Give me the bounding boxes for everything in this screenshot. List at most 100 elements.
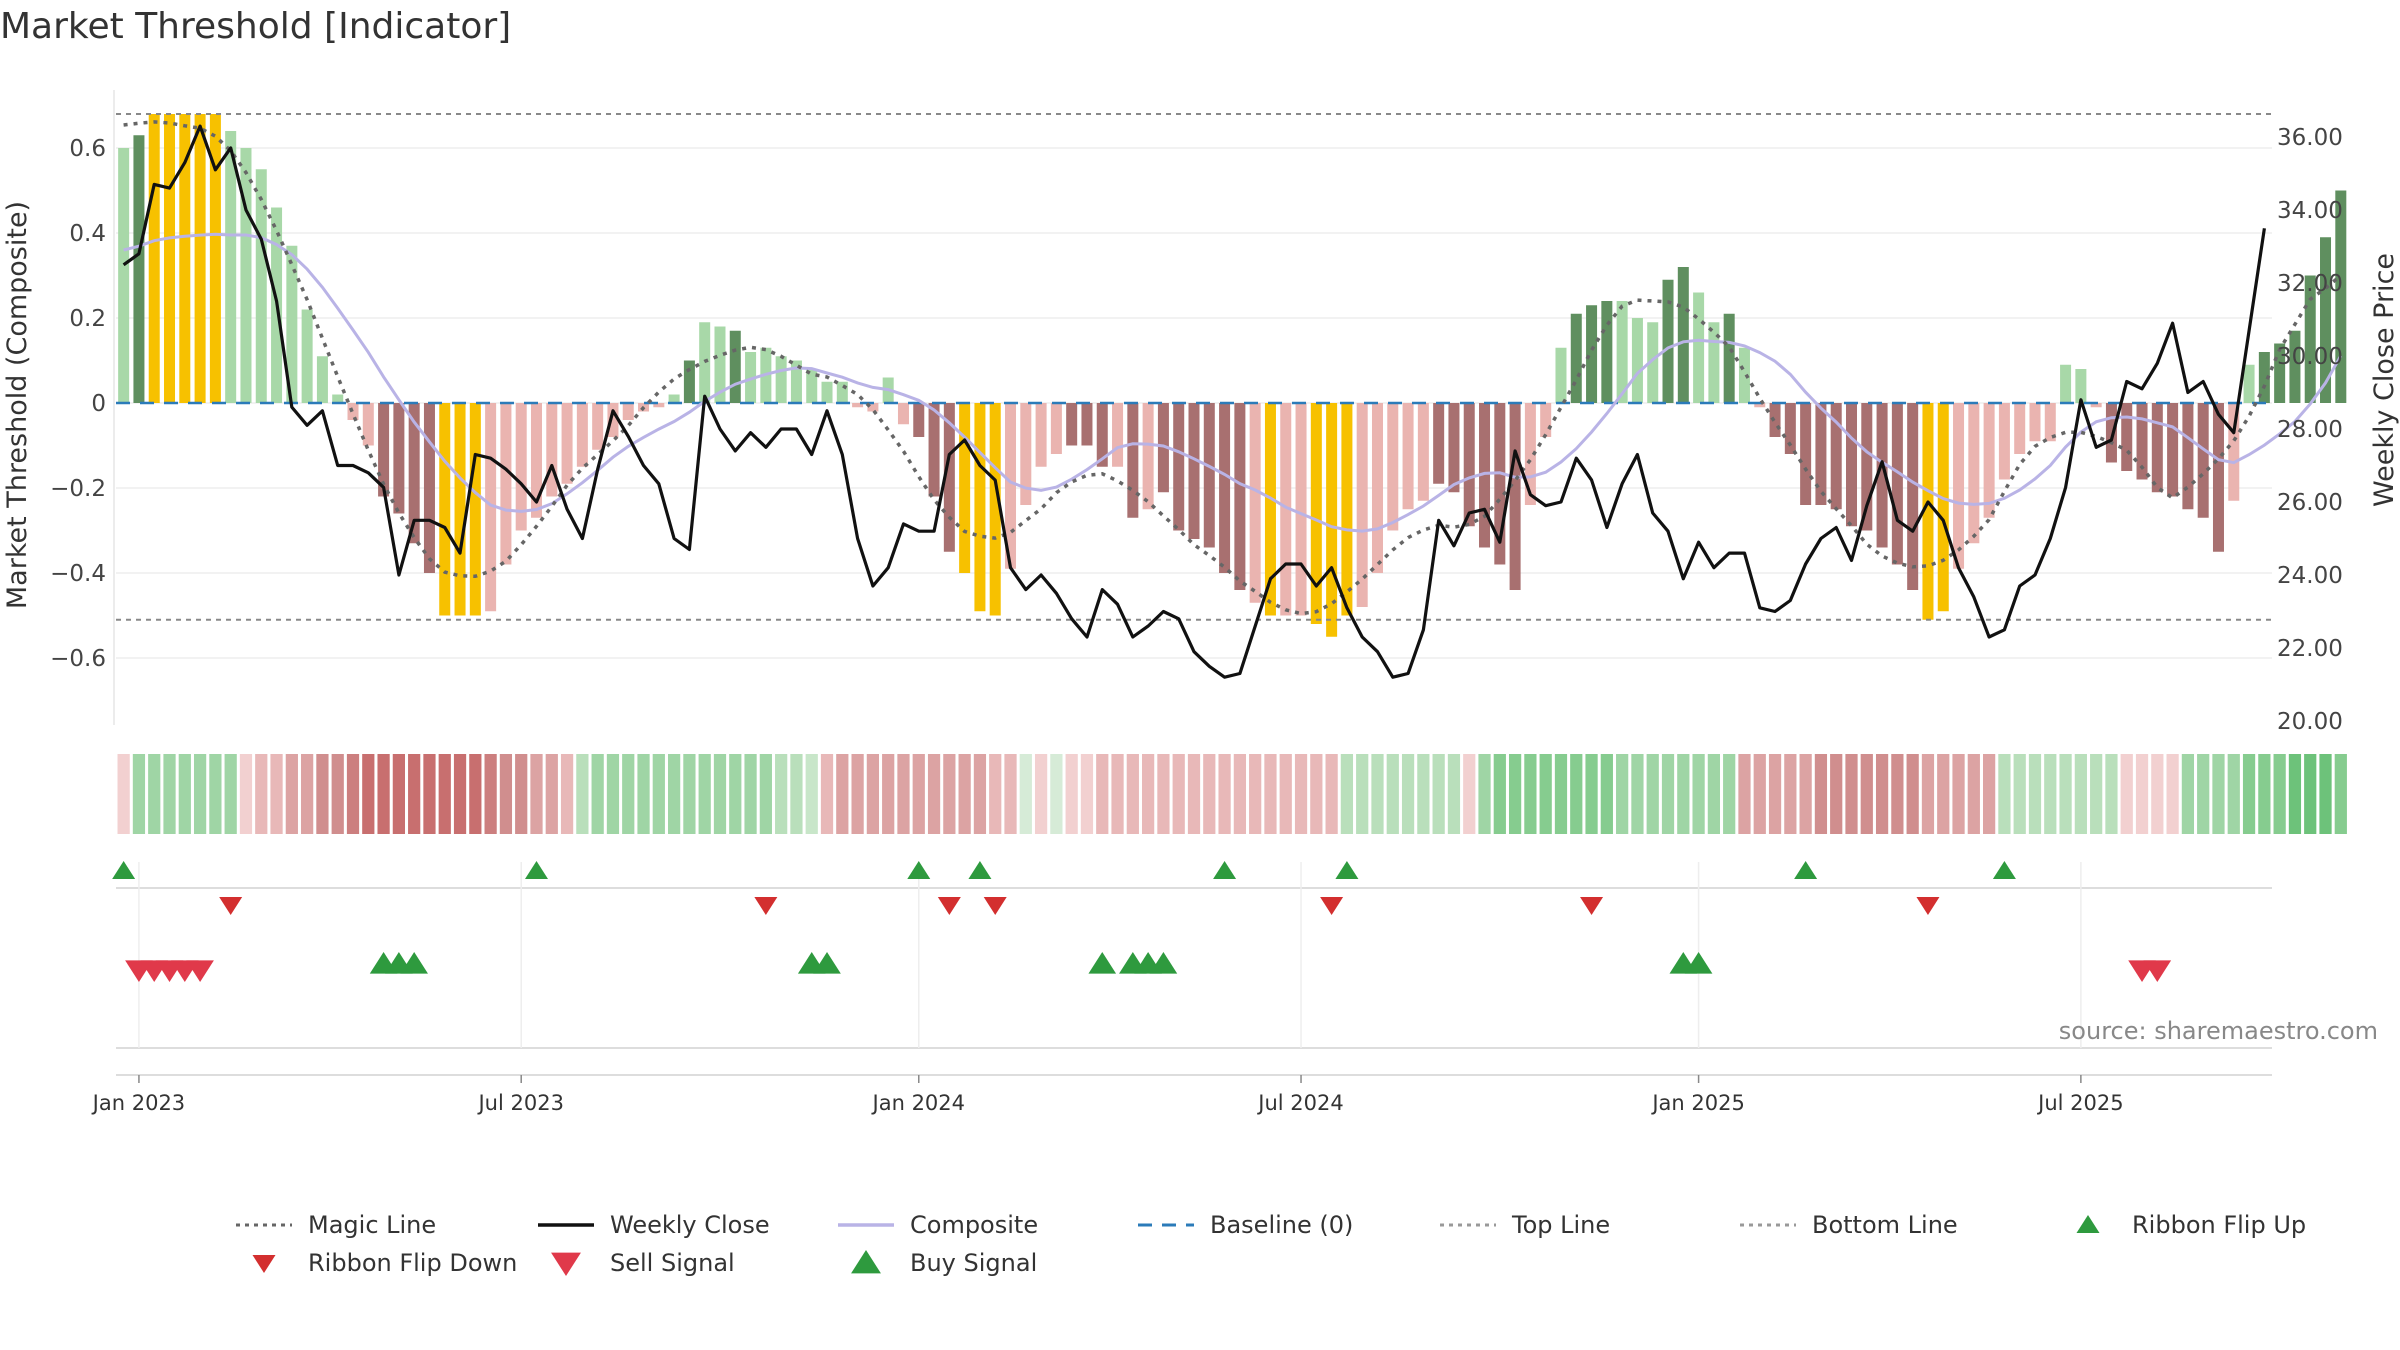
- ribbon-cell: [301, 754, 314, 834]
- legend-swatch: [851, 1250, 881, 1274]
- composite-bar: [2014, 403, 2026, 454]
- ribbon-cell: [1539, 754, 1552, 834]
- ribbon-flip-up-marker: [112, 861, 136, 879]
- ribbon-cell: [1142, 754, 1155, 834]
- legend-item: Baseline (0): [1138, 1211, 1353, 1239]
- ribbon-flip-up-marker: [1335, 861, 1359, 879]
- ribbon-cell: [1249, 754, 1262, 834]
- right-axis-label: Weekly Close Price: [2369, 253, 2400, 507]
- legend-item: Sell Signal: [551, 1249, 735, 1277]
- composite-bar: [1371, 403, 1383, 573]
- ribbon-cell: [1417, 754, 1430, 834]
- ribbon-cell: [1218, 754, 1231, 834]
- ribbon-cell: [392, 754, 405, 834]
- ribbon-cell: [1447, 754, 1461, 834]
- right-tick-label: 20.00: [2277, 709, 2343, 735]
- composite-bar: [2151, 403, 2163, 493]
- composite-bar: [1157, 403, 1169, 493]
- ribbon-cell: [1784, 754, 1797, 834]
- ribbon-strip: [117, 754, 2347, 834]
- legend-label: Bottom Line: [1812, 1211, 1958, 1239]
- composite-bar: [301, 309, 313, 403]
- ribbon-cell: [1019, 754, 1032, 834]
- ribbon-cell: [560, 754, 574, 834]
- legend-label: Top Line: [1511, 1211, 1610, 1239]
- composite-bar: [668, 394, 680, 403]
- composite-bar: [1249, 403, 1261, 603]
- ribbon-cell: [377, 754, 390, 834]
- ribbon-flip-down-marker: [1580, 897, 1604, 915]
- ribbon-cell: [1707, 754, 1721, 834]
- composite-bar: [2075, 369, 2087, 403]
- ribbon-cell: [545, 754, 558, 834]
- signal-panels: [112, 861, 2272, 1076]
- buy-signal-marker: [1149, 952, 1178, 974]
- composite-bar: [1891, 403, 1903, 565]
- ribbon-cell: [1065, 754, 1078, 834]
- legend-item: Magic Line: [236, 1211, 436, 1239]
- ribbon-cell: [912, 754, 925, 834]
- sell-signal-marker: [2143, 960, 2172, 982]
- ribbon-cell: [1080, 754, 1094, 834]
- ribbon-cell: [713, 754, 727, 834]
- composite-bar: [1983, 403, 1995, 518]
- ribbon-flip-up-marker: [907, 861, 931, 879]
- left-tick-label: 0.4: [69, 221, 106, 247]
- composite-bar: [943, 403, 955, 552]
- ribbon-cell: [408, 754, 421, 834]
- composite-bar: [393, 403, 405, 514]
- ribbon-cell: [2304, 754, 2317, 834]
- ribbon-cell: [515, 754, 528, 834]
- legend: Magic Line Weekly Close Composite Baseline …: [236, 1211, 2306, 1277]
- ribbon-cell: [1585, 754, 1598, 834]
- ribbon-cell: [1294, 754, 1308, 834]
- composite-bar: [1968, 403, 1980, 544]
- left-tick-label: 0.2: [69, 306, 106, 332]
- ribbon-cell: [2334, 754, 2347, 834]
- ribbon-cell: [943, 754, 956, 834]
- composite-bar: [469, 403, 481, 616]
- composite-bar: [607, 403, 619, 437]
- left-tick-label: 0: [91, 391, 106, 417]
- composite-bar: [2105, 403, 2117, 463]
- composite-bar: [1708, 322, 1720, 403]
- composite-bar: [745, 352, 757, 403]
- sell-signal-marker: [186, 960, 214, 982]
- left-tick-label: −0.4: [50, 561, 106, 587]
- ribbon-flip-down-marker: [937, 897, 961, 915]
- composite-bar: [1356, 403, 1368, 607]
- composite-bar: [1998, 403, 2010, 480]
- composite-bar: [1020, 403, 1032, 505]
- composite-bar: [2289, 330, 2301, 403]
- x-tick-label: Jul 2024: [1256, 1091, 1343, 1115]
- ribbon-cell: [989, 754, 1002, 834]
- ribbon-cell: [1753, 754, 1766, 834]
- ribbon-cell: [1004, 754, 1017, 834]
- composite-bar: [2044, 403, 2056, 442]
- composite-bar: [1922, 403, 1934, 620]
- ribbon-cell: [744, 754, 757, 834]
- composite-bar: [790, 360, 802, 403]
- ribbon-cell: [2242, 754, 2256, 834]
- composite-bar: [2121, 403, 2133, 471]
- ribbon-cell: [1050, 754, 1063, 834]
- composite-bar: [194, 114, 206, 403]
- composite-bar: [1830, 403, 1842, 510]
- ribbon-cell: [2319, 754, 2332, 834]
- composite-bar: [1127, 403, 1139, 518]
- ribbon-cell: [927, 754, 941, 834]
- legend-label: Composite: [910, 1211, 1038, 1239]
- ribbon-cell: [698, 754, 711, 834]
- composite-bar: [164, 114, 176, 403]
- composite-bar: [683, 360, 695, 403]
- ribbon-cell: [423, 754, 436, 834]
- composite-bar: [225, 131, 237, 403]
- ribbon-cell: [1554, 754, 1568, 834]
- composite-bar: [1066, 403, 1078, 446]
- ribbon-cell: [2197, 754, 2210, 834]
- weekly-close-line: [122, 124, 2266, 679]
- composite-bar: [408, 403, 420, 544]
- composite-bar: [561, 403, 573, 484]
- ribbon-cell: [1616, 754, 1629, 834]
- left-tick-label: −0.2: [50, 476, 106, 502]
